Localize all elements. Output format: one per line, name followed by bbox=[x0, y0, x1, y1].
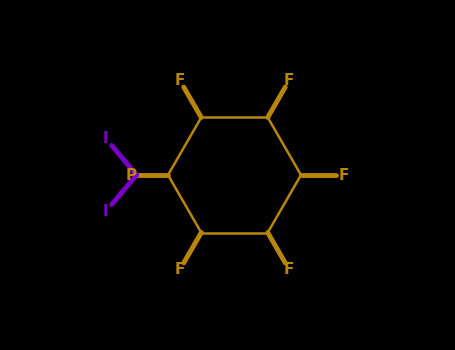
Text: F: F bbox=[339, 168, 349, 182]
Text: I: I bbox=[103, 204, 108, 219]
Text: F: F bbox=[175, 262, 185, 277]
Text: I: I bbox=[103, 131, 108, 146]
Text: P: P bbox=[126, 168, 137, 182]
Text: F: F bbox=[284, 73, 294, 88]
Text: F: F bbox=[284, 262, 294, 277]
Text: F: F bbox=[175, 73, 185, 88]
